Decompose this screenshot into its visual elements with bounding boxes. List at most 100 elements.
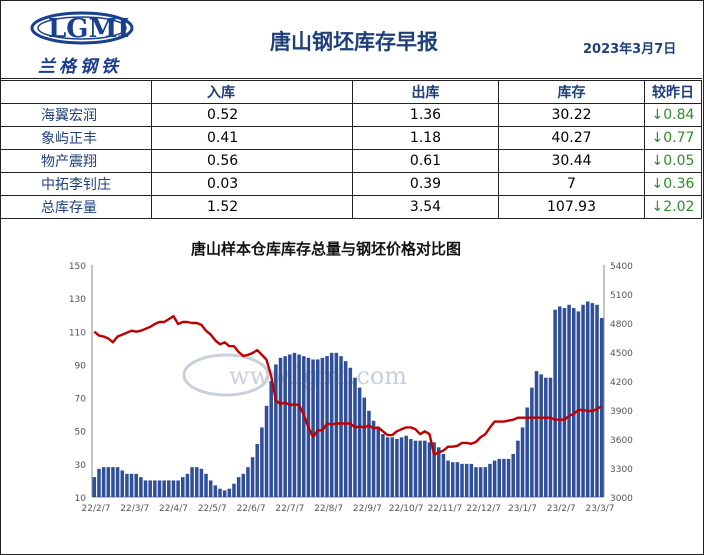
inventory-bar: [125, 473, 129, 497]
inventory-bar: [446, 460, 450, 497]
inventory-bar: [241, 473, 246, 497]
inventory-bar: [92, 477, 97, 497]
inventory-bar: [260, 427, 264, 497]
inventory-bar: [97, 468, 101, 497]
inventory-bar: [315, 359, 320, 497]
warehouse-name: 海翼宏润: [0, 103, 152, 127]
inventory-bar: [101, 467, 106, 497]
y-left-tick-label: 130: [69, 295, 86, 305]
inventory-bar: [516, 440, 520, 497]
inventory-bar: [548, 377, 553, 497]
inventory-bar: [222, 490, 227, 497]
x-tick-label: 22/3/7: [120, 504, 149, 514]
inventory-bar: [450, 462, 455, 497]
inventory-bar: [274, 364, 278, 497]
inventory-bar: [460, 463, 464, 497]
change-value: ↓0.36: [644, 172, 702, 196]
x-tick-label: 22/7/7: [275, 504, 304, 514]
lgmi-logo: LGMI 兰格钢铁: [30, 8, 150, 77]
warehouse-name: 中拓李钊庄: [0, 172, 152, 196]
x-tick-label: 22/12/7: [466, 504, 501, 514]
inventory-bar: [185, 473, 190, 497]
table-row: 海翼宏润 0.52 1.36 30.22 ↓0.84: [0, 103, 702, 127]
inventory-bar: [190, 467, 194, 497]
table-row: 中拓李钊庄 0.03 0.39 7 ↓0.36: [0, 172, 702, 196]
stock-table: 入库 出库 库存 较昨日 海翼宏润 0.52 1.36 30.22 ↓0.84 象屿正丰 0.41 1…: [0, 80, 702, 219]
x-tick-label: 22/2/7: [82, 504, 111, 514]
inventory-bar: [488, 463, 492, 497]
inventory-bar: [302, 356, 306, 497]
inventory-bar: [320, 357, 325, 497]
inventory-bar: [325, 356, 329, 497]
y-right-tick-label: 3900: [610, 407, 633, 417]
inventory-bar: [478, 467, 483, 497]
in-value: 0.03: [151, 172, 353, 196]
out-value: 0.39: [352, 172, 499, 196]
stock-value: 40.27: [498, 126, 645, 150]
inventory-bar: [567, 304, 571, 497]
table-row: 总库存量 1.52 3.54 107.93 ↓2.02: [0, 195, 702, 219]
inventory-bar: [139, 477, 143, 497]
inventory-bar: [115, 467, 120, 497]
inventory-bar: [506, 458, 511, 497]
inventory-bar: [530, 387, 534, 497]
inventory-bar: [194, 467, 199, 497]
change-value: ↓2.02: [644, 195, 702, 219]
inventory-bar: [204, 473, 208, 497]
x-tick-label: 22/5/7: [198, 504, 227, 514]
y-left-tick-label: 150: [69, 262, 86, 272]
watermark-logo-icon: [182, 353, 270, 397]
inventory-bar: [167, 480, 171, 497]
inventory-bar: [157, 480, 162, 497]
inventory-bar: [348, 367, 353, 497]
column-header: 较昨日: [644, 80, 702, 104]
page-title: 唐山钢坯库存早报: [270, 30, 438, 54]
in-value: 0.56: [151, 149, 353, 173]
inventory-bar: [525, 407, 529, 497]
out-value: 3.54: [352, 195, 499, 219]
x-tick-label: 23/2/7: [547, 504, 576, 514]
table-row: 象屿正丰 0.41 1.18 40.27 ↓0.77: [0, 126, 702, 150]
inventory-bar: [534, 371, 539, 497]
inventory-bar: [311, 359, 315, 497]
x-tick-label: 22/9/7: [353, 504, 382, 514]
change-value: ↓0.05: [644, 149, 702, 173]
x-tick-label: 23/1/7: [508, 504, 537, 514]
warehouse-name: 物产震翔: [0, 149, 152, 173]
x-tick-label: 23/3/7: [586, 504, 615, 514]
in-value: 0.52: [151, 103, 353, 127]
y-right-tick-label: 5100: [610, 291, 633, 301]
warehouse-name: 总库存量: [0, 195, 152, 219]
table-header-row: 入库 出库 库存 较昨日: [0, 80, 702, 104]
inventory-bar: [511, 453, 516, 497]
inventory-bar: [455, 462, 460, 497]
inventory-bar: [404, 435, 408, 497]
in-value: 0.41: [151, 126, 353, 150]
y-left-tick-label: 50: [75, 428, 87, 438]
inventory-bar: [413, 440, 418, 497]
inventory-bar: [385, 437, 390, 497]
warehouse-name: 象屿正丰: [0, 126, 152, 150]
inventory-bar: [436, 447, 441, 497]
column-header: [0, 80, 152, 104]
inventory-bar: [288, 354, 292, 497]
x-tick-label: 22/10/7: [389, 504, 424, 514]
inventory-bar: [236, 477, 241, 497]
inventory-bar: [595, 304, 599, 497]
column-header: 入库: [151, 80, 353, 104]
inventory-bar: [297, 354, 301, 497]
inventory-bar: [576, 311, 581, 497]
inventory-bar: [469, 463, 474, 497]
logo-cn-text: 兰格钢铁: [38, 57, 122, 77]
inventory-bar: [409, 439, 413, 497]
inventory-bar: [590, 303, 595, 497]
stock-value: 30.44: [498, 149, 645, 173]
inventory-bar: [129, 473, 134, 497]
stock-value: 30.22: [498, 103, 645, 127]
inventory-bar: [292, 352, 297, 497]
column-header: 出库: [352, 80, 499, 104]
inventory-bar: [180, 477, 185, 497]
inventory-bar: [553, 309, 557, 497]
inventory-bar: [283, 356, 287, 497]
y-right-tick-label: 4800: [610, 320, 633, 330]
